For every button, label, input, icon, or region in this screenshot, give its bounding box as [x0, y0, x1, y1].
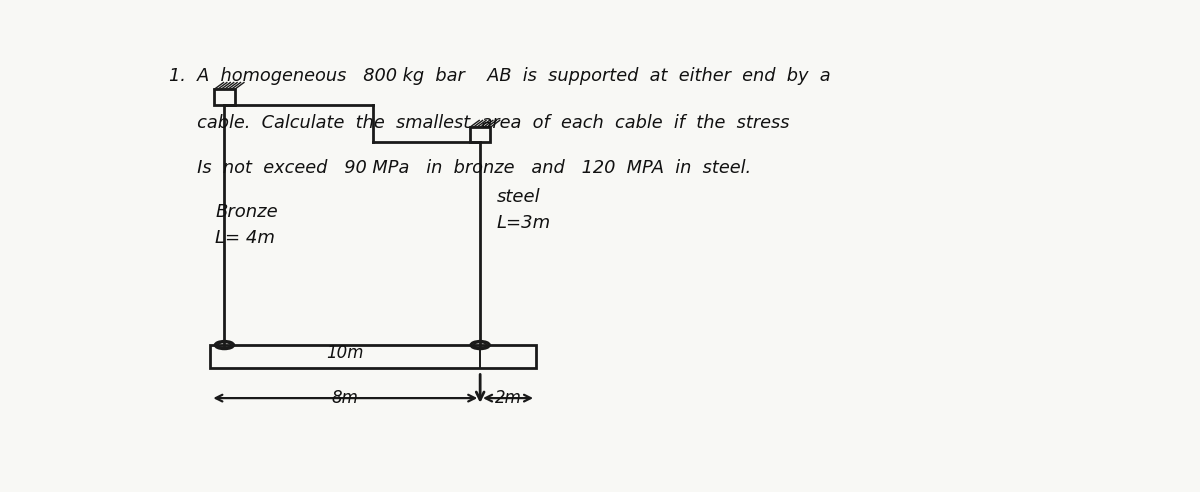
Bar	[210, 345, 536, 368]
Text: Is  not  exceed   90 MPa   in  bronze   and   120  MPA  in  steel.: Is not exceed 90 MPa in bronze and 120 M…	[168, 159, 751, 178]
Text: steel
L=3m: steel L=3m	[497, 188, 551, 232]
Text: 2m: 2m	[494, 389, 522, 407]
Text: cable.  Calculate  the  smallest  area  of  each  cable  if  the  stress: cable. Calculate the smallest area of ea…	[168, 114, 790, 132]
Text: 8m: 8m	[332, 389, 359, 407]
Text: Bronze
L= 4m: Bronze L= 4m	[215, 203, 278, 247]
Text: 10m: 10m	[326, 343, 364, 362]
Text: 1.  A  homogeneous   800 kg  bar    AB  is  supported  at  either  end  by  a: 1. A homogeneous 800 kg bar AB is suppor…	[168, 66, 830, 85]
